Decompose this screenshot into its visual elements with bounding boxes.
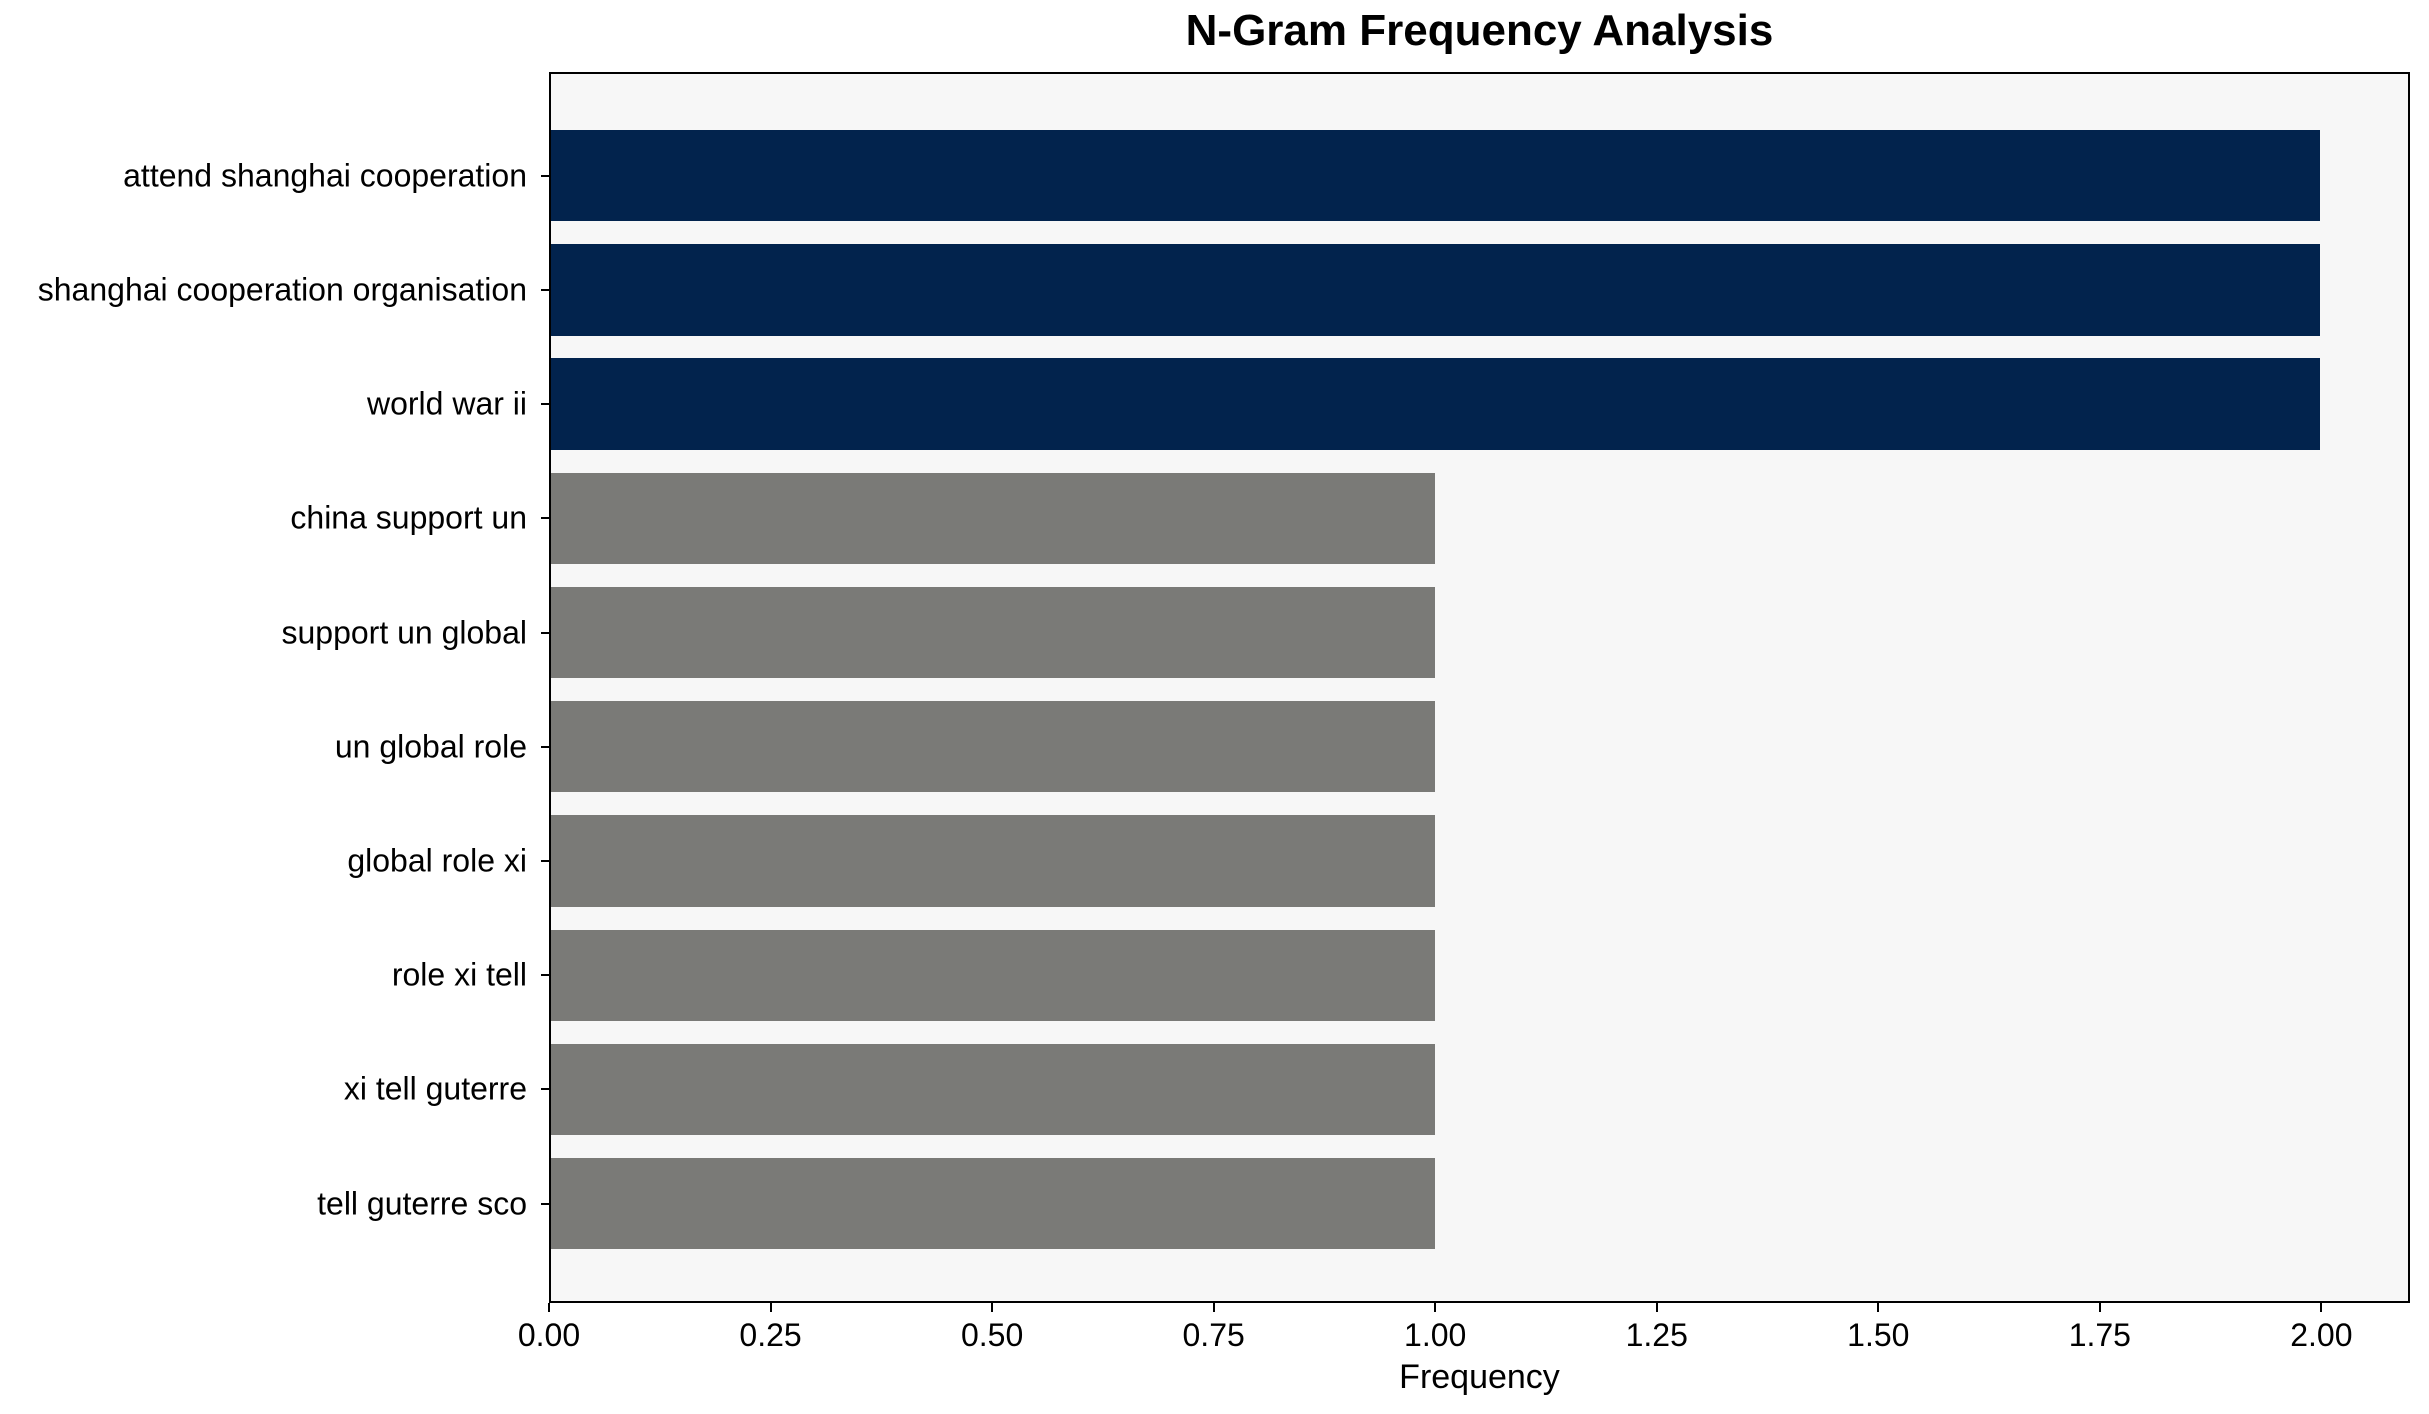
- y-tick-label: role xi tell: [391, 956, 527, 993]
- bar: [551, 815, 1436, 907]
- y-tick-mark: [541, 517, 549, 520]
- x-tick-label: 1.00: [1404, 1317, 1467, 1353]
- chart-title: N-Gram Frequency Analysis: [1185, 6, 1774, 55]
- x-tick-mark: [2098, 1303, 2101, 1312]
- x-tick-label: 0.75: [1182, 1317, 1245, 1353]
- x-tick-mark: [991, 1303, 994, 1312]
- bar: [551, 244, 2320, 336]
- y-tick-mark: [541, 1202, 549, 1205]
- x-tick-label: 0.25: [739, 1317, 802, 1353]
- x-tick-label: 0.00: [517, 1317, 581, 1353]
- x-tick-mark: [1877, 1303, 1880, 1312]
- y-tick-mark: [541, 860, 549, 863]
- x-tick-mark: [2320, 1303, 2323, 1312]
- y-tick-mark: [541, 288, 549, 291]
- x-tick-label: 1.50: [1847, 1317, 1910, 1353]
- bar: [551, 1157, 1436, 1250]
- y-tick-label: xi tell guterre: [343, 1070, 527, 1107]
- y-tick-label: world war ii: [366, 385, 527, 422]
- x-tick-label: 1.25: [1625, 1317, 1688, 1353]
- y-tick-mark: [541, 1088, 549, 1091]
- y-tick-mark: [541, 974, 549, 977]
- y-tick-label: shanghai cooperation organisation: [37, 271, 527, 308]
- x-tick-label: 2.00: [2290, 1317, 2353, 1353]
- y-tick-label: global role xi: [347, 842, 527, 879]
- x-tick-mark: [1655, 1303, 1658, 1312]
- bar: [551, 358, 2320, 450]
- bar: [551, 472, 1436, 565]
- y-axis-labels: attend shanghai cooperation shanghai coop…: [0, 72, 527, 1303]
- bar: [551, 929, 1436, 1021]
- plot-area: [549, 72, 2410, 1303]
- bar: [551, 701, 1436, 793]
- bar: [551, 1043, 1436, 1136]
- x-axis: 0.00 0.25 0.50 0.75 1.00 1.25 1.50 1.75 2.00: [518, 1303, 2410, 1413]
- bar: [551, 586, 1436, 679]
- x-tick-label: 1.75: [2068, 1317, 2131, 1353]
- y-tick-label: tell guterre sco: [317, 1185, 527, 1222]
- x-tick-mark: [1212, 1303, 1215, 1312]
- y-tick-label: support un global: [281, 614, 527, 651]
- y-tick-label: attend shanghai cooperation: [123, 157, 527, 194]
- y-tick-mark: [541, 174, 549, 177]
- y-tick-mark: [541, 631, 549, 634]
- x-tick-mark: [769, 1303, 772, 1312]
- y-tick-label: china support un: [290, 499, 527, 536]
- x-tick-label: 0.50: [960, 1317, 1024, 1353]
- y-tick-mark: [541, 745, 549, 748]
- x-tick-mark: [548, 1303, 550, 1312]
- x-tick-mark: [1434, 1303, 1437, 1312]
- bar: [551, 130, 2320, 222]
- y-tick-label: un global role: [334, 728, 527, 765]
- y-tick-mark: [541, 403, 549, 406]
- x-axis-title: Frequency: [1399, 1358, 1560, 1396]
